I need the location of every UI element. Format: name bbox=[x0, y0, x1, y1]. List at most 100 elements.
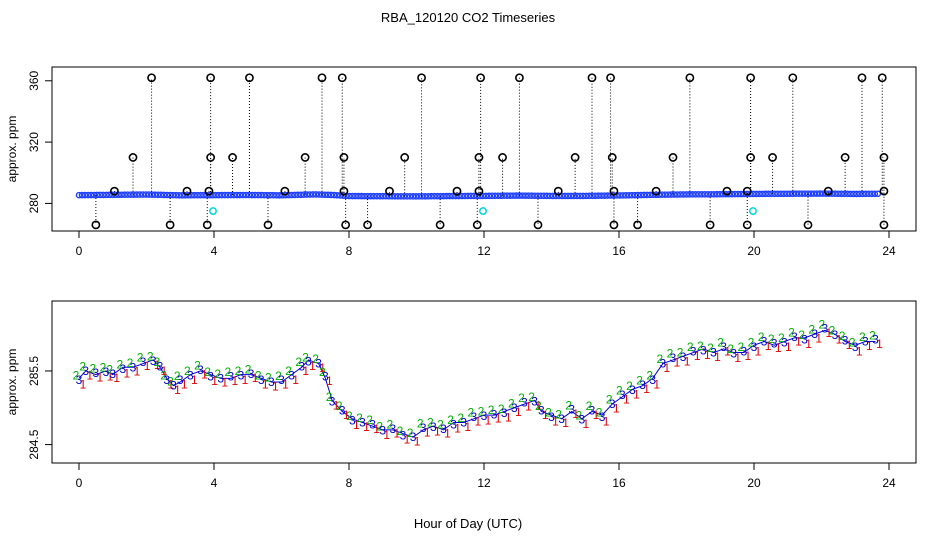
series-3-label: 3 bbox=[842, 334, 849, 348]
baseline-point bbox=[816, 190, 824, 197]
series-1-label: 1 bbox=[326, 374, 333, 388]
figure-title: RBA_120120 CO2 Timeseries bbox=[381, 10, 556, 25]
baseline-point bbox=[221, 191, 229, 199]
series-2-label: 2 bbox=[319, 365, 326, 379]
series-1-label: 1 bbox=[80, 378, 87, 392]
series-3-label: 3 bbox=[268, 375, 275, 389]
outlier-point bbox=[202, 220, 212, 230]
baseline-point bbox=[197, 191, 204, 199]
baseline-point bbox=[753, 190, 760, 198]
baseline-point bbox=[452, 192, 459, 200]
series-1-label: 1 bbox=[734, 351, 741, 365]
series-1-label: 1 bbox=[282, 378, 289, 392]
outlier-point bbox=[570, 153, 580, 162]
series-2-label: 2 bbox=[687, 340, 694, 354]
baseline-point bbox=[96, 191, 104, 199]
series-3-label: 3 bbox=[379, 424, 386, 438]
series-3-label: 3 bbox=[93, 366, 100, 380]
series-1-label: 1 bbox=[252, 371, 259, 385]
baseline-point bbox=[303, 191, 311, 198]
series-1-label: 1 bbox=[154, 358, 161, 372]
baseline-point bbox=[668, 191, 675, 198]
baseline-point bbox=[421, 192, 429, 200]
series-1-label: 1 bbox=[694, 349, 701, 363]
outlier-point bbox=[788, 73, 798, 83]
baseline-point bbox=[437, 192, 444, 200]
baseline-point bbox=[270, 191, 277, 199]
series-3-label: 3 bbox=[150, 354, 157, 368]
outlier-point bbox=[245, 73, 254, 83]
baseline-point bbox=[707, 190, 715, 198]
series-3-label: 3 bbox=[322, 370, 329, 384]
series-3-label: 3 bbox=[207, 369, 214, 383]
series-3-label: 3 bbox=[420, 421, 427, 435]
outlier-point bbox=[705, 220, 715, 230]
series-1-label: 1 bbox=[562, 416, 569, 430]
outlier-point bbox=[609, 186, 619, 196]
series-3-label: 3 bbox=[558, 412, 565, 426]
series-1-label: 1 bbox=[664, 361, 671, 375]
series-2-label: 2 bbox=[535, 399, 542, 413]
baseline-point bbox=[783, 190, 791, 198]
series-2-label: 2 bbox=[839, 329, 846, 343]
baseline-point bbox=[464, 192, 472, 200]
series-1-label: 1 bbox=[714, 350, 721, 364]
baseline-point bbox=[716, 190, 724, 198]
baseline-point bbox=[461, 192, 469, 200]
cyan-point bbox=[209, 207, 217, 216]
series-1-label: 1 bbox=[765, 339, 772, 353]
series-3-label: 3 bbox=[751, 340, 758, 354]
series-2-label: 2 bbox=[90, 361, 97, 375]
outlier-point bbox=[633, 220, 642, 230]
baseline-point bbox=[470, 192, 478, 200]
series-3-label: 3 bbox=[639, 378, 646, 392]
series-1-label: 1 bbox=[161, 364, 168, 378]
x-tick-label: 4 bbox=[211, 476, 218, 490]
series-3-label: 3 bbox=[649, 373, 656, 387]
baseline-point bbox=[236, 191, 244, 199]
baseline-point bbox=[364, 192, 371, 200]
series-1-label: 1 bbox=[674, 356, 681, 370]
series-2-label: 2 bbox=[677, 346, 684, 360]
series-2-label: 2 bbox=[387, 418, 394, 432]
baseline-point bbox=[440, 192, 447, 200]
baseline-point bbox=[497, 192, 505, 200]
y-tick-label: 360 bbox=[27, 70, 41, 90]
x-tick-label: 24 bbox=[882, 476, 896, 490]
series-1-label: 1 bbox=[394, 426, 401, 440]
outlier-point bbox=[823, 186, 833, 196]
series-2-label: 2 bbox=[235, 364, 242, 378]
series-1-label: 1 bbox=[515, 405, 522, 419]
baseline-point bbox=[579, 192, 587, 200]
series-2-label: 2 bbox=[518, 391, 525, 405]
series-1-label: 1 bbox=[775, 341, 782, 355]
series-3-label: 3 bbox=[278, 373, 285, 387]
series-2-label: 2 bbox=[167, 374, 174, 388]
series-2-label: 2 bbox=[616, 384, 623, 398]
baseline-point bbox=[178, 191, 186, 199]
baseline-point bbox=[106, 191, 113, 199]
series-3-label: 3 bbox=[521, 395, 528, 409]
baseline-point bbox=[838, 190, 845, 198]
baseline-point bbox=[291, 191, 298, 199]
series-1-label: 1 bbox=[221, 376, 228, 390]
baseline-point bbox=[230, 191, 238, 199]
outlier-point bbox=[110, 186, 119, 196]
baseline-point bbox=[118, 191, 125, 199]
baseline-point bbox=[136, 191, 144, 198]
series-1-label: 1 bbox=[805, 337, 812, 351]
baseline-point bbox=[573, 192, 581, 200]
series-1-label: 1 bbox=[613, 402, 620, 416]
baseline-point bbox=[795, 190, 803, 198]
baseline-point bbox=[786, 190, 794, 198]
outlier-point bbox=[685, 73, 695, 83]
series-3-label: 3 bbox=[579, 413, 586, 427]
baseline-point bbox=[397, 192, 405, 200]
outlier-point bbox=[877, 73, 887, 83]
baseline-point bbox=[680, 191, 687, 198]
outlier-point bbox=[385, 186, 394, 196]
series-3-label: 3 bbox=[217, 371, 224, 385]
series-2-label: 2 bbox=[768, 332, 775, 346]
series-2-label: 2 bbox=[457, 411, 464, 425]
x-tick-label: 12 bbox=[477, 244, 491, 258]
